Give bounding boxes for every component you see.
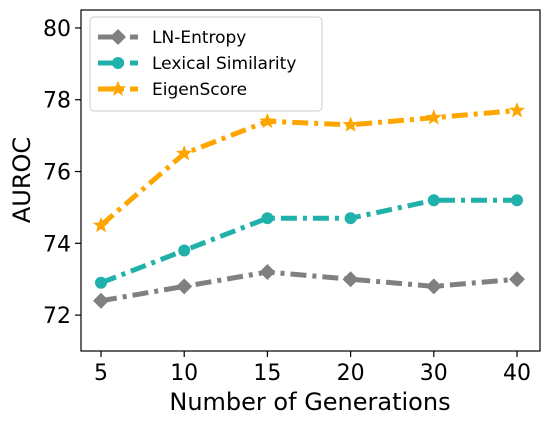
y-tick-label: 80 [43, 17, 71, 42]
legend-label: EigenScore [152, 80, 247, 100]
x-tick-label: 30 [420, 361, 448, 386]
legend: LN-Entropy Lexical Similarity EigenScore [89, 16, 323, 112]
data-point [176, 278, 193, 295]
x-axis-label: Number of Generations [169, 388, 450, 416]
x-tick-label: 20 [337, 361, 365, 386]
data-point [93, 292, 109, 309]
data-point [259, 112, 276, 129]
y-tick-label: 78 [43, 89, 71, 114]
data-point [511, 194, 523, 207]
x-tick-label: 5 [94, 361, 108, 386]
legend-box [89, 16, 323, 112]
data-point [508, 102, 526, 118]
data-point [342, 116, 359, 132]
y-tick-label: 74 [43, 232, 71, 257]
legend-label: LN-Entropy [152, 28, 246, 48]
data-point [509, 271, 525, 288]
data-point [92, 216, 110, 233]
legend-marker [110, 29, 126, 45]
y-axis: 72 74 76 78 80 [43, 17, 81, 329]
data-point [425, 109, 442, 125]
x-tick-label: 10 [170, 361, 198, 386]
data-point [427, 194, 440, 207]
x-axis: 5 10 15 20 30 40 [94, 351, 531, 386]
series-line [99, 108, 518, 228]
series-ln-entropy [93, 264, 525, 309]
legend-item: Lexical Similarity [98, 54, 296, 74]
data-point [261, 212, 274, 225]
legend-item: LN-Entropy [98, 28, 246, 48]
data-point [176, 145, 193, 161]
x-tick-label: 15 [253, 361, 281, 386]
y-tick-label: 76 [43, 161, 71, 186]
data-point [425, 278, 442, 295]
series-line [100, 197, 517, 286]
legend-marker [109, 80, 127, 96]
series-lexical-similarity [95, 194, 523, 289]
y-tick-label: 72 [43, 304, 71, 329]
series-eigenscore [92, 102, 526, 233]
legend-marker [112, 57, 124, 69]
data-point [344, 212, 357, 225]
x-tick-label: 40 [503, 361, 531, 386]
data-point [342, 271, 359, 288]
data-point [259, 264, 276, 281]
legend-item: EigenScore [98, 80, 247, 100]
plot-area [92, 102, 526, 309]
axes-frame [80, 9, 541, 352]
data-point [95, 276, 107, 289]
series-line [100, 269, 518, 304]
legend-label: Lexical Similarity [152, 54, 296, 74]
y-axis-label: AUROC [8, 137, 36, 223]
data-point [178, 244, 191, 257]
